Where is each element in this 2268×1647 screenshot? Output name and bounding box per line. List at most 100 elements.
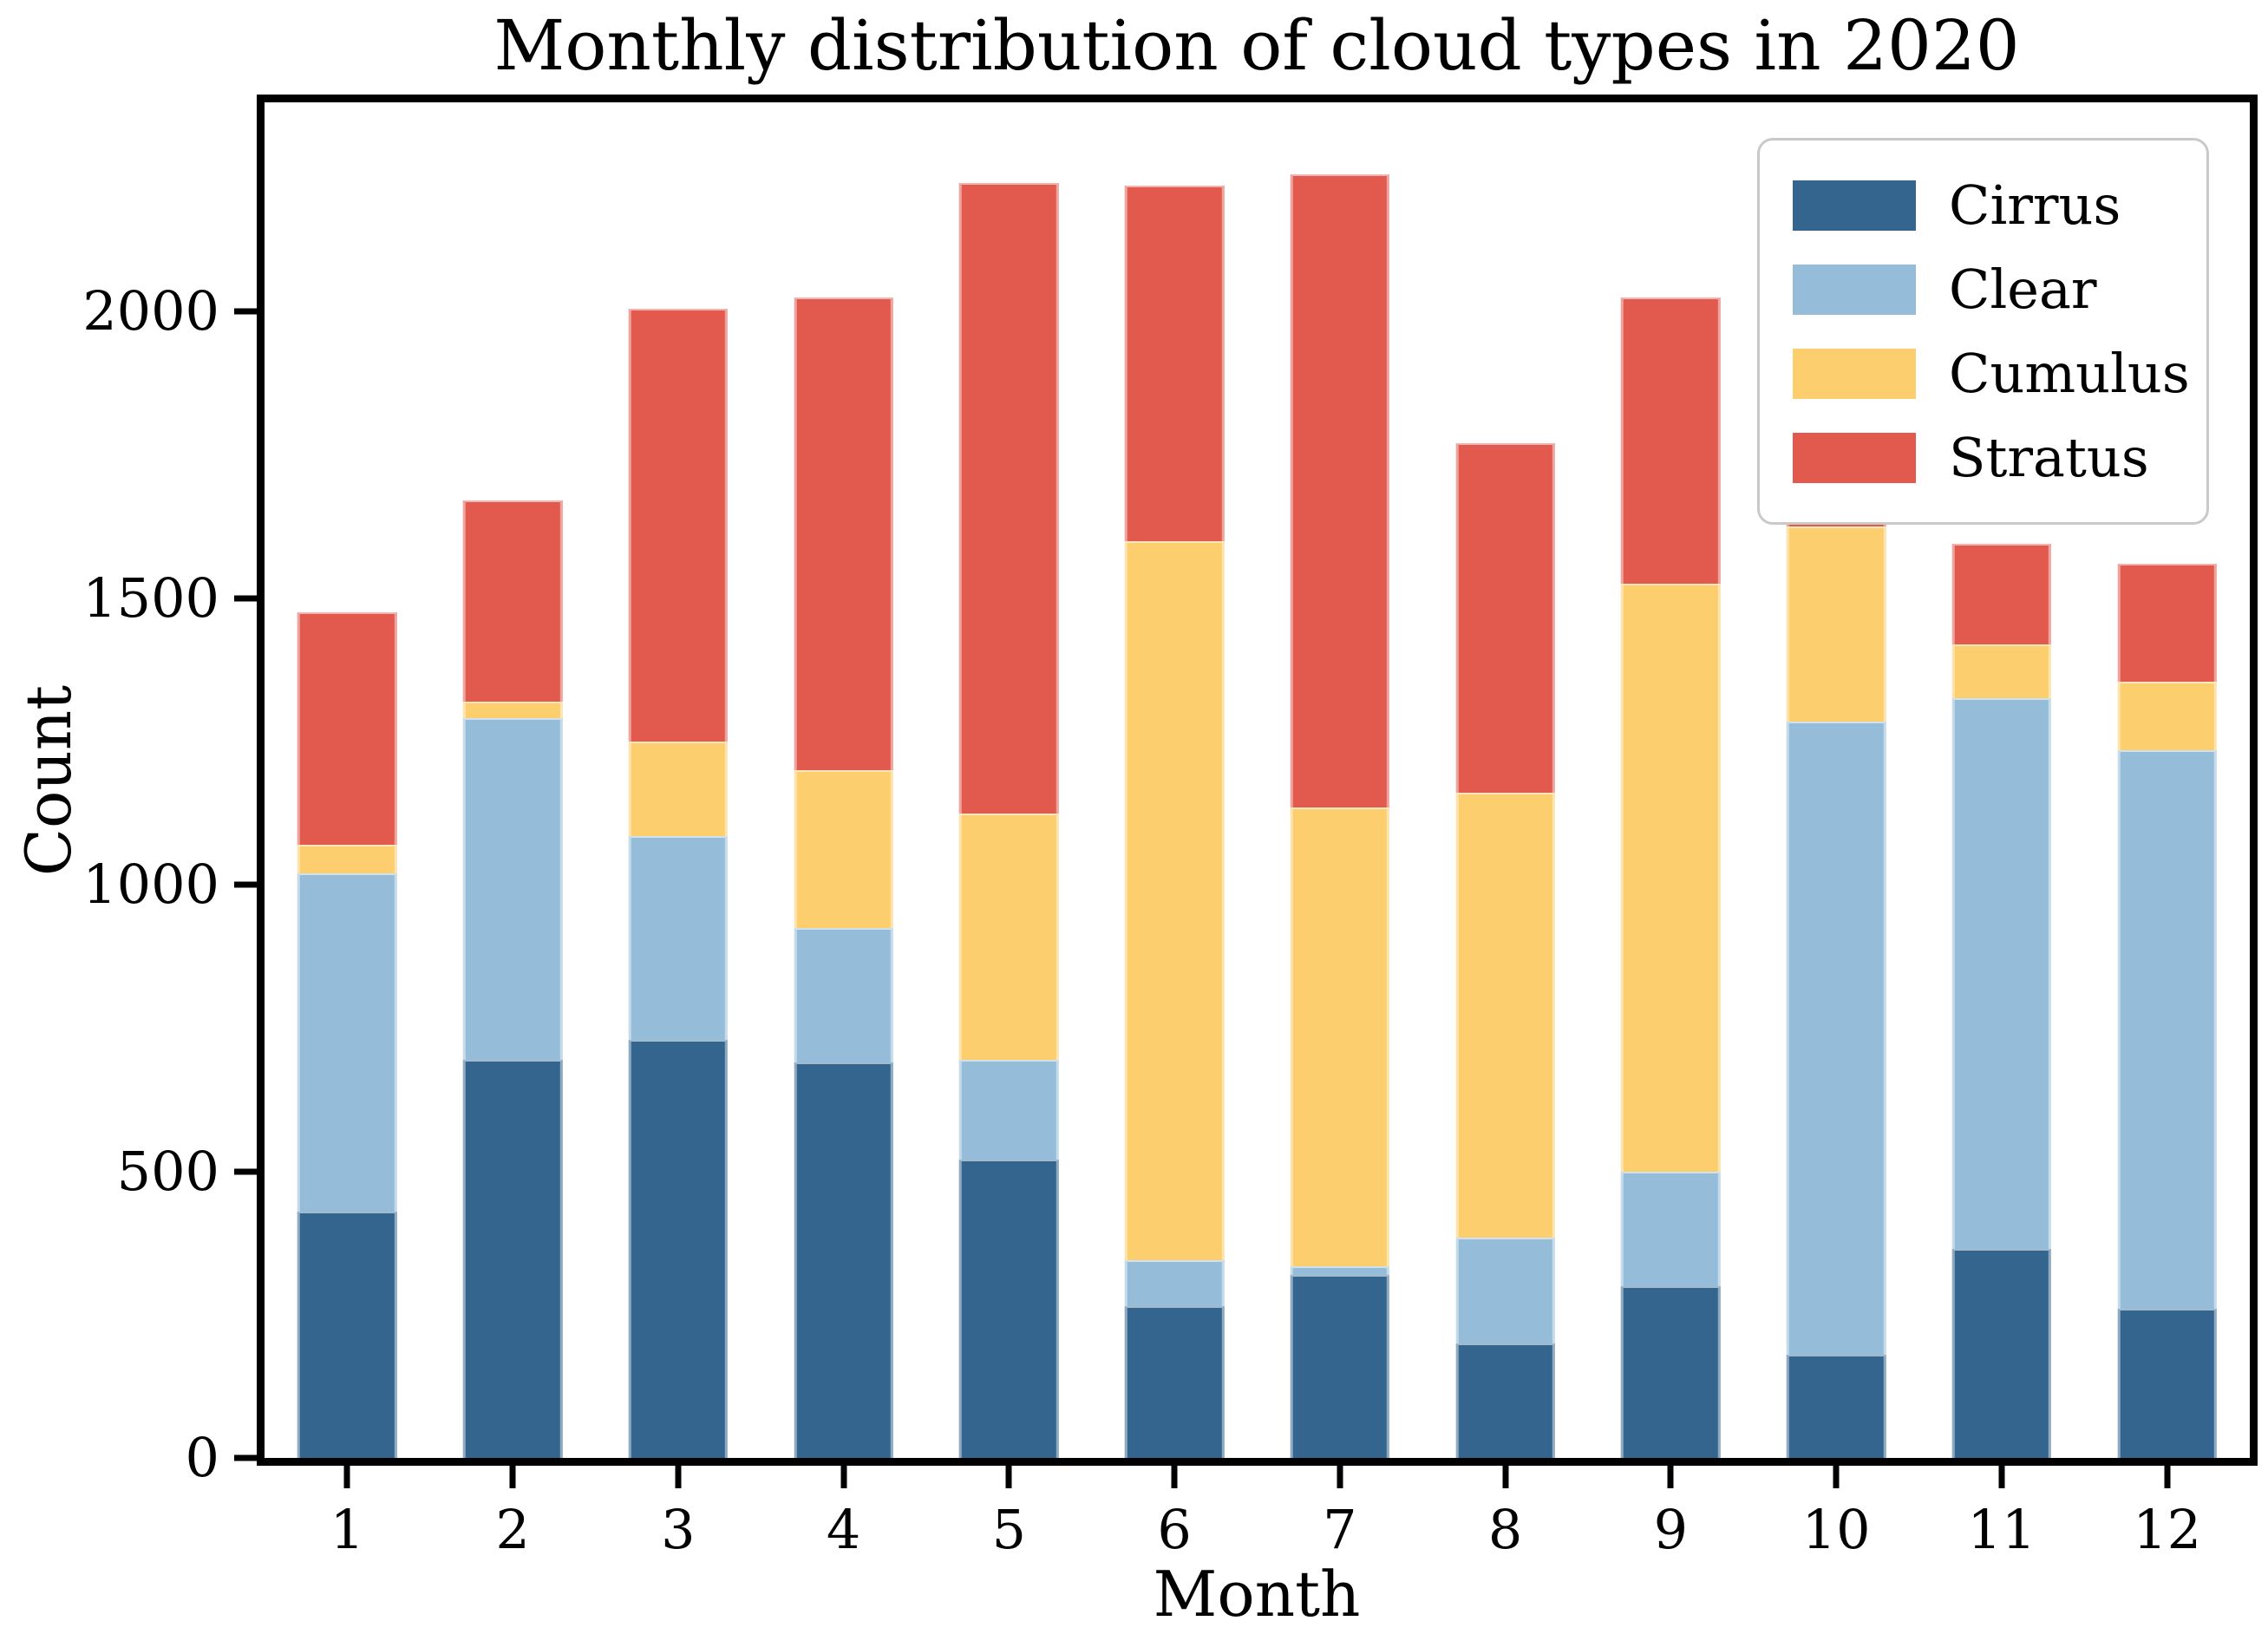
segment-cirrus-month-8: [1455, 1343, 1555, 1458]
segment-stratus-month-1: [297, 612, 397, 845]
segment-cirrus-month-2: [462, 1059, 563, 1458]
stacked-bar-month-5: [959, 102, 1059, 1458]
y-axis-label: Count: [12, 684, 85, 877]
segment-clear-month-6: [1124, 1260, 1225, 1306]
y-tick-label-1500: 1500: [82, 565, 219, 630]
x-axis-label: Month: [1153, 1558, 1361, 1631]
x-tick-label-7: 7: [1323, 1498, 1357, 1561]
segment-clear-month-5: [959, 1059, 1059, 1160]
segment-stratus-month-12: [2117, 564, 2217, 682]
y-tick-mark-1500: [234, 595, 257, 602]
legend-label-cirrus: Cirrus: [1949, 173, 2121, 237]
x-tick-label-8: 8: [1487, 1498, 1523, 1561]
legend-item-clear: Clear: [1793, 257, 2180, 321]
segment-cirrus-month-7: [1290, 1274, 1390, 1458]
segment-cumulus-month-2: [462, 701, 563, 719]
x-tick-mark-8: [1502, 1466, 1509, 1488]
segment-clear-month-10: [1786, 721, 1886, 1356]
legend-swatch-stratus: [1793, 432, 1916, 483]
stacked-bar-month-3: [628, 102, 729, 1458]
segment-cirrus-month-10: [1786, 1355, 1886, 1458]
segment-clear-month-11: [1951, 698, 2052, 1249]
stacked-bar-month-10: [1786, 102, 1886, 1458]
stacked-bar-month-9: [1621, 102, 1721, 1458]
segment-cirrus-month-5: [959, 1160, 1059, 1458]
legend: Cirrus Clear Cumulus Stratus: [1757, 138, 2209, 525]
segment-stratus-month-7: [1290, 173, 1390, 807]
segment-cumulus-month-7: [1290, 807, 1390, 1266]
stacked-bar-month-8: [1455, 102, 1555, 1458]
segment-cumulus-month-12: [2117, 681, 2217, 750]
segment-clear-month-8: [1455, 1237, 1555, 1343]
x-tick-mark-4: [840, 1466, 847, 1488]
x-tick-label-10: 10: [1801, 1498, 1871, 1561]
legend-label-clear: Clear: [1949, 257, 2097, 321]
x-tick-mark-1: [343, 1466, 350, 1488]
segment-cirrus-month-1: [297, 1211, 397, 1458]
legend-label-cumulus: Cumulus: [1949, 341, 2190, 405]
segment-cirrus-month-12: [2117, 1309, 2217, 1458]
plot-area: 0 500 1000 1500 2000 1 2 3 4 5 6 7 8 9 10 11 12 Cirrus C…: [82, 95, 2258, 1557]
y-tick-mark-2000: [234, 308, 257, 315]
segment-cumulus-month-6: [1124, 540, 1225, 1261]
x-tick-mark-5: [1005, 1466, 1012, 1488]
stacked-bar-month-1: [297, 102, 397, 1458]
segment-clear-month-2: [462, 718, 563, 1060]
y-tick-label-500: 500: [116, 1139, 219, 1203]
legend-swatch-clear: [1793, 264, 1916, 315]
x-tick-label-1: 1: [330, 1498, 365, 1561]
segment-cirrus-month-11: [1951, 1248, 2052, 1458]
x-tick-label-4: 4: [826, 1498, 861, 1561]
legend-item-cumulus: Cumulus: [1793, 346, 2190, 401]
segment-stratus-month-5: [959, 182, 1059, 814]
legend-swatch-cirrus: [1793, 180, 1916, 231]
x-tick-mark-10: [1833, 1466, 1840, 1488]
segment-cumulus-month-10: [1786, 526, 1886, 722]
segment-cumulus-month-5: [959, 813, 1059, 1060]
x-tick-label-5: 5: [991, 1498, 1027, 1561]
stacked-bar-month-12: [2117, 102, 2217, 1458]
x-tick-mark-7: [1337, 1466, 1343, 1488]
x-tick-mark-11: [1998, 1466, 2005, 1488]
segment-cumulus-month-8: [1455, 793, 1555, 1238]
x-tick-label-6: 6: [1157, 1498, 1192, 1561]
x-tick-label-11: 11: [1967, 1498, 2036, 1561]
x-tick-label-12: 12: [2133, 1498, 2202, 1561]
x-tick-label-2: 2: [495, 1498, 530, 1561]
segment-cirrus-month-9: [1621, 1285, 1721, 1458]
stacked-bar-month-4: [794, 102, 893, 1458]
x-tick-label-9: 9: [1653, 1498, 1689, 1561]
stacked-bar-month-2: [462, 102, 563, 1458]
segment-cumulus-month-9: [1621, 584, 1721, 1172]
y-tick-label-1000: 1000: [82, 853, 219, 917]
y-tick-mark-0: [234, 1454, 257, 1461]
y-tick-mark-500: [234, 1168, 257, 1175]
x-tick-mark-12: [2164, 1466, 2171, 1488]
legend-item-cirrus: Cirrus: [1793, 173, 2180, 237]
x-tick-label-3: 3: [661, 1498, 696, 1561]
x-tick-mark-2: [509, 1466, 516, 1488]
segment-clear-month-12: [2117, 749, 2217, 1310]
segment-stratus-month-11: [1951, 543, 2052, 644]
segment-clear-month-1: [297, 873, 397, 1212]
chart-title: Monthly distribution of cloud types in 2…: [493, 5, 2020, 86]
segment-stratus-month-8: [1455, 443, 1555, 794]
y-tick-label-2000: 2000: [82, 279, 219, 343]
segment-cumulus-month-11: [1951, 644, 2052, 699]
stacked-bar-month-7: [1290, 102, 1390, 1458]
segment-stratus-month-4: [794, 297, 893, 770]
segment-clear-month-3: [628, 835, 729, 1040]
legend-item-stratus: Stratus: [1793, 425, 2180, 489]
y-tick-label-0: 0: [185, 1426, 219, 1489]
segment-clear-month-4: [794, 927, 893, 1062]
x-tick-mark-3: [675, 1466, 682, 1488]
segment-clear-month-7: [1290, 1265, 1390, 1275]
segment-cirrus-month-4: [794, 1062, 893, 1458]
segment-cumulus-month-4: [794, 769, 893, 928]
legend-label-stratus: Stratus: [1949, 425, 2149, 489]
segment-stratus-month-6: [1124, 185, 1225, 541]
segment-cirrus-month-6: [1124, 1305, 1225, 1458]
stacked-bar-month-6: [1124, 102, 1225, 1458]
segment-clear-month-9: [1621, 1171, 1721, 1286]
